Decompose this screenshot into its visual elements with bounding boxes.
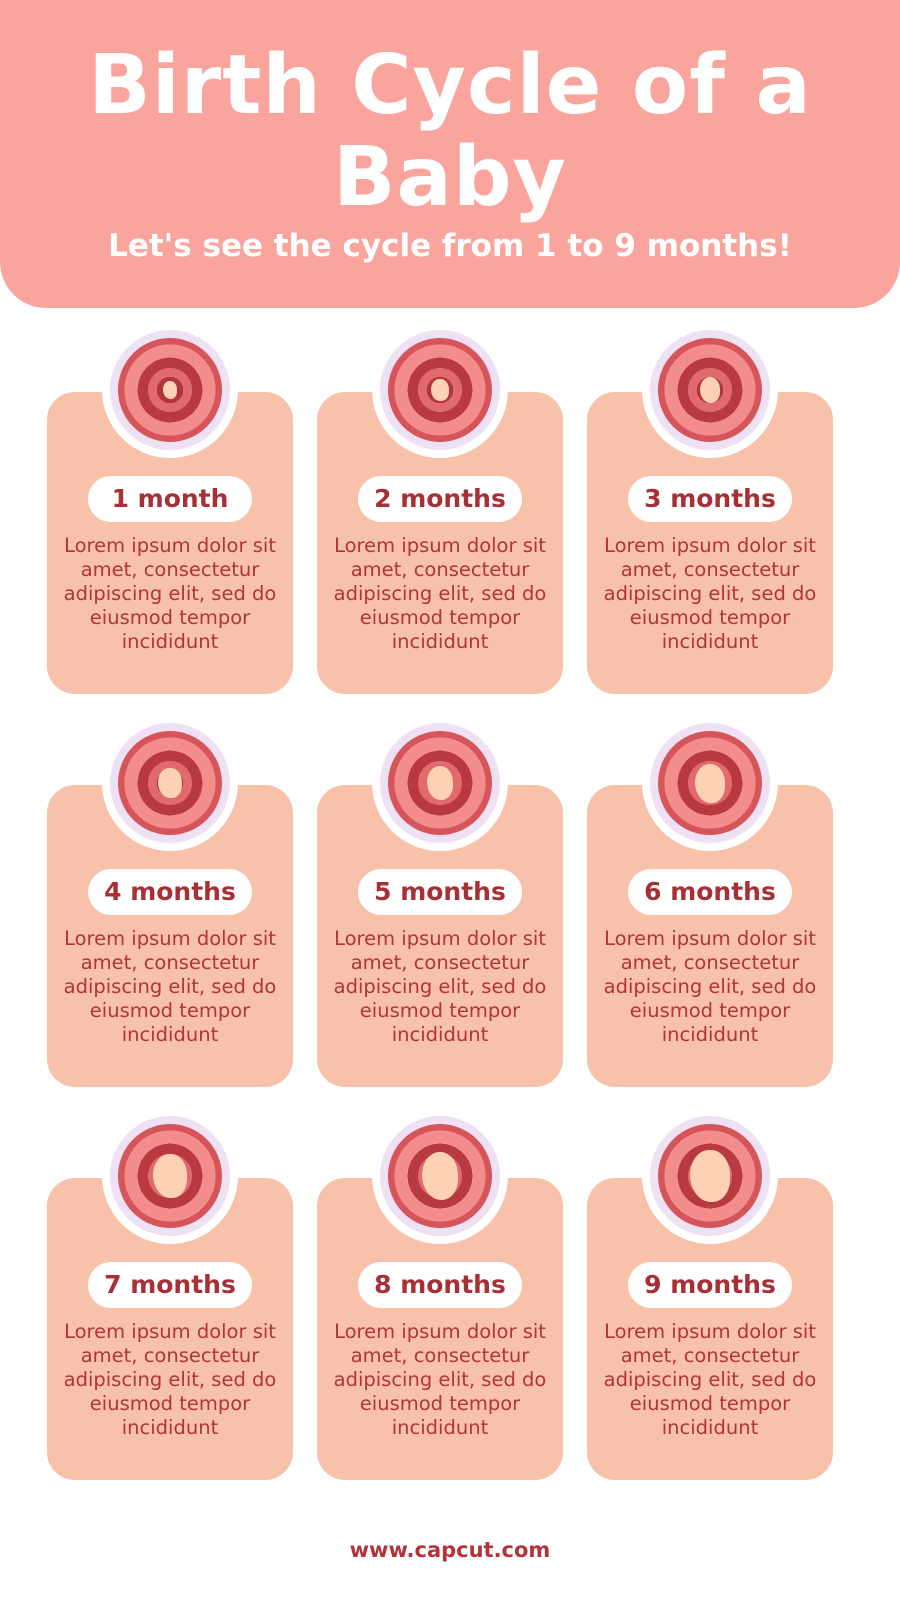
illustration-ring [650,1116,770,1236]
footer-url[interactable]: www.capcut.com [349,1538,551,1562]
illustration-frame [372,1108,508,1244]
stage-card: 9 months Lorem ipsum dolor sit amet, cons… [587,1108,833,1480]
stage-description: Lorem ipsum dolor sit amet, consectetur … [603,1320,817,1439]
stage-card: 8 months Lorem ipsum dolor sit amet, cons… [317,1108,563,1480]
illustration-ring [650,330,770,450]
title-line-1: Birth Cycle of a [88,38,812,133]
stage-card: 4 months Lorem ipsum dolor sit amet, cons… [47,715,293,1087]
fetus-shape [699,376,721,404]
illustration-ring [110,330,230,450]
stage-label: 9 months [628,1262,792,1308]
stage-card: 7 months Lorem ipsum dolor sit amet, cons… [47,1108,293,1480]
fetus-8-months-icon [388,1124,492,1228]
stage-card: 3 months Lorem ipsum dolor sit amet, cons… [587,322,833,694]
fetus-shape [695,763,725,803]
page-title: Birth Cycle of a Baby [0,40,900,224]
fetus-2-months-icon [388,338,492,442]
stage-label: 2 months [358,476,522,522]
stage-card: 6 months Lorem ipsum dolor sit amet, cons… [587,715,833,1087]
illustration-frame [102,715,238,851]
stage-description: Lorem ipsum dolor sit amet, consectetur … [333,1320,547,1439]
stage-label: 3 months [628,476,792,522]
fetus-6-months-icon [658,731,762,835]
fetus-shape [426,765,454,801]
illustration-frame [642,322,778,458]
illustration-ring [380,1116,500,1236]
fetus-shape [158,767,182,799]
illustration-ring [650,723,770,843]
stage-label: 5 months [358,869,522,915]
stage-description: Lorem ipsum dolor sit amet, consectetur … [63,1320,277,1439]
illustration-frame [102,322,238,458]
illustration-ring [110,723,230,843]
fetus-7-months-icon [118,1124,222,1228]
title-line-2: Baby [333,130,567,225]
stage-description: Lorem ipsum dolor sit amet, consectetur … [63,534,277,653]
subtitle: Let's see the cycle from 1 to 9 months! [108,228,792,264]
stage-card: 5 months Lorem ipsum dolor sit amet, cons… [317,715,563,1087]
fetus-shape [690,1150,730,1202]
fetus-shape [163,380,177,400]
stage-card: 2 months Lorem ipsum dolor sit amet, cons… [317,322,563,694]
fetus-1-month-icon [118,338,222,442]
fetus-shape [421,1152,459,1200]
illustration-frame [372,322,508,458]
stage-label: 4 months [88,869,252,915]
illustration-frame [372,715,508,851]
stage-card: 1 month Lorem ipsum dolor sit amet, conse… [47,322,293,694]
fetus-5-months-icon [388,731,492,835]
stage-description: Lorem ipsum dolor sit amet, consectetur … [603,927,817,1046]
fetus-9-months-icon [658,1124,762,1228]
stage-description: Lorem ipsum dolor sit amet, consectetur … [333,534,547,653]
stage-label: 6 months [628,869,792,915]
stage-description: Lorem ipsum dolor sit amet, consectetur … [603,534,817,653]
fetus-shape [431,378,449,402]
stage-label: 7 months [88,1262,252,1308]
illustration-frame [642,1108,778,1244]
illustration-frame [102,1108,238,1244]
stage-label: 1 month [88,476,252,522]
illustration-ring [380,723,500,843]
stage-description: Lorem ipsum dolor sit amet, consectetur … [333,927,547,1046]
illustration-ring [380,330,500,450]
stage-label: 8 months [358,1262,522,1308]
illustration-ring [110,1116,230,1236]
header-banner: Birth Cycle of a Baby Let's see the cycl… [0,0,900,308]
fetus-4-months-icon [118,731,222,835]
stage-description: Lorem ipsum dolor sit amet, consectetur … [63,927,277,1046]
fetus-3-months-icon [658,338,762,442]
fetus-shape [153,1154,187,1198]
illustration-frame [642,715,778,851]
